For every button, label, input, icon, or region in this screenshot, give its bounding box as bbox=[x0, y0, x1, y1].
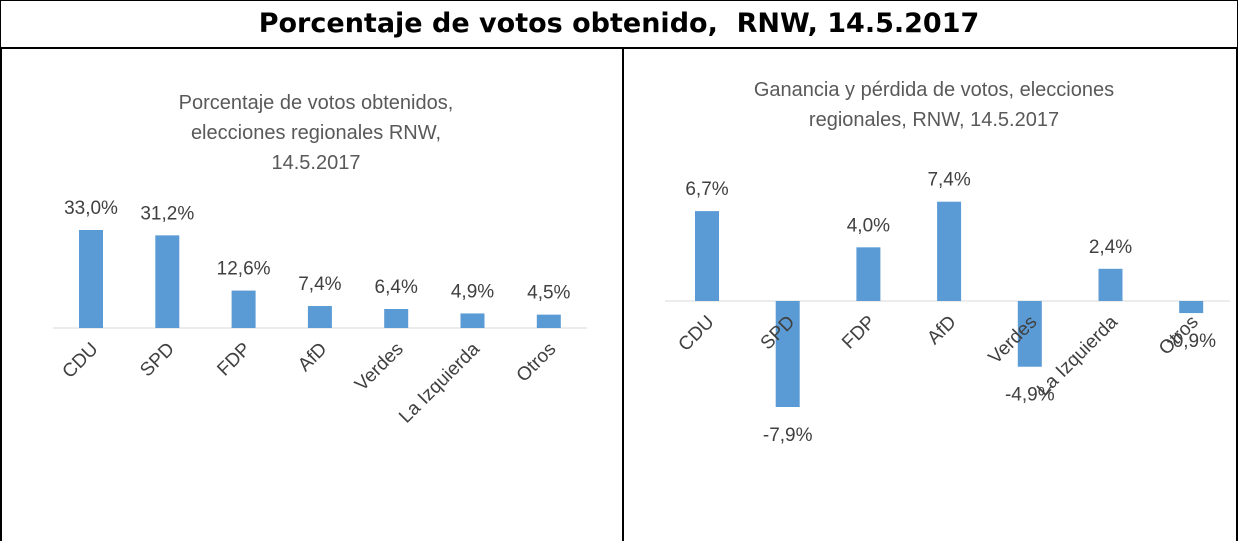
x-tick-label: CDU bbox=[59, 339, 103, 383]
bar bbox=[79, 230, 103, 328]
value-label: 7,4% bbox=[298, 274, 341, 295]
x-tick-label: FDP bbox=[838, 312, 880, 354]
value-label: 7,4% bbox=[927, 170, 970, 191]
bar bbox=[155, 235, 180, 328]
table-title: Porcentaje de votos obtenido, RNW, 14.5.… bbox=[0, 0, 1238, 49]
x-tick-label: CDU bbox=[675, 312, 719, 356]
x-tick-label: Verdes bbox=[351, 339, 408, 396]
bar bbox=[695, 211, 719, 301]
x-tick-label: FDP bbox=[213, 339, 255, 381]
x-tick-label: Otros bbox=[513, 339, 561, 387]
value-label: 6,4% bbox=[375, 277, 418, 298]
bar bbox=[937, 201, 962, 301]
value-label: -7,9% bbox=[763, 425, 813, 446]
bar bbox=[1098, 268, 1123, 301]
bar bbox=[856, 247, 881, 301]
value-label: -4,9% bbox=[1005, 385, 1055, 406]
x-tick-label: AfD bbox=[923, 312, 960, 349]
value-label: 33,0% bbox=[64, 198, 118, 219]
bar bbox=[1179, 301, 1204, 314]
x-tick-label: La Izquierda bbox=[1033, 311, 1122, 400]
value-label: 12,6% bbox=[217, 259, 271, 280]
bar bbox=[775, 301, 800, 407]
chart-title: Porcentaje de votos obtenidos, eleccione… bbox=[178, 92, 454, 174]
bar bbox=[384, 308, 409, 328]
chart-title: Ganancia y pérdida de votos, elecciones … bbox=[753, 79, 1115, 131]
x-tick-label: La Izquierda bbox=[395, 338, 484, 427]
value-label: 6,7% bbox=[685, 179, 728, 200]
value-label: 2,4% bbox=[1089, 237, 1132, 258]
bar bbox=[536, 314, 561, 328]
x-tick-label: SPD bbox=[136, 339, 178, 381]
bar bbox=[460, 313, 485, 328]
bar bbox=[231, 290, 256, 328]
value-label: 4,9% bbox=[451, 281, 494, 302]
x-tick-label: AfD bbox=[294, 339, 331, 376]
bar bbox=[1017, 301, 1042, 367]
value-label: 31,2% bbox=[140, 203, 194, 224]
value-label: -0,9% bbox=[1166, 331, 1216, 352]
value-label: 4,5% bbox=[527, 283, 570, 304]
bar bbox=[307, 306, 332, 328]
value-label: 4,0% bbox=[847, 215, 890, 236]
